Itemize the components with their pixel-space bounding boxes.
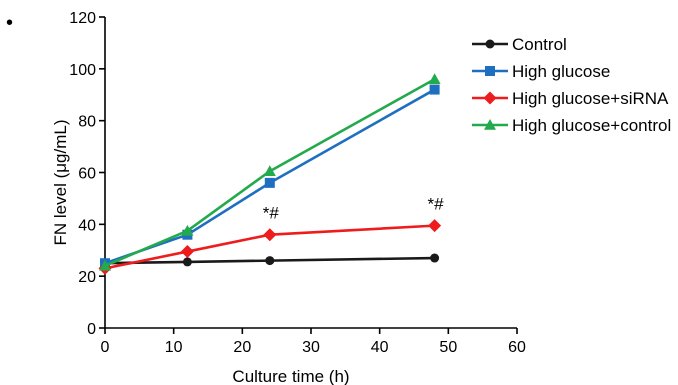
legend-item: High glucose: [472, 62, 610, 81]
series-control: [100, 253, 440, 268]
y-tick-label: 40: [78, 217, 96, 234]
legend-item: Control: [472, 35, 567, 54]
legend-label: Control: [512, 35, 567, 54]
legend-marker: [483, 91, 497, 105]
data-point-high-glucose-sirna: [428, 219, 442, 233]
axes: 0 20 40 60 80 100 120 0 10 20 30 40 50 60: [69, 10, 526, 356]
series-line-high-glucose-control: [104, 78, 436, 267]
x-tick-label: 30: [302, 339, 320, 356]
data-point-high-glucose: [429, 84, 440, 95]
x-axis-title: Culture time (h): [232, 367, 349, 385]
legend-marker: [485, 66, 495, 76]
data-point-control: [182, 257, 192, 267]
x-tick-label: 20: [233, 339, 251, 356]
data-point-high-glucose-sirna: [263, 228, 277, 242]
y-tick-label: 0: [87, 321, 96, 338]
legend-item: High glucose+control: [472, 116, 671, 135]
x-tick-label: 50: [439, 339, 457, 356]
x-tick-label: 60: [508, 339, 526, 356]
data-point-high-glucose-sirna: [180, 245, 194, 259]
series-layer: [98, 73, 442, 275]
data-point-high-glucose-control: [428, 73, 441, 84]
legend-marker: [485, 39, 495, 49]
data-point-control: [430, 253, 440, 263]
legend-label: High glucose+control: [512, 116, 671, 135]
significance-annotation: *#: [263, 204, 280, 223]
significance-annotation: *#: [428, 195, 445, 214]
data-point-high-glucose-control: [99, 259, 111, 271]
data-point-high-glucose-control: [263, 165, 276, 177]
legend-item: High glucose+siRNA: [472, 89, 669, 108]
legend-marker: [484, 119, 496, 130]
y-tick-label: 80: [78, 114, 96, 131]
data-point-high-glucose-control: [181, 224, 194, 236]
y-axis-title: FN level (μg/mL): [51, 120, 70, 246]
bullet-mark: •: [6, 12, 13, 34]
series-high-glucose-control: [99, 73, 441, 271]
series-line-control: [104, 256, 435, 265]
data-point-control: [265, 256, 275, 266]
y-tick-label: 60: [78, 166, 96, 183]
data-point-high-glucose: [264, 177, 275, 188]
x-tick-label: 0: [101, 339, 110, 356]
legend-label: High glucose: [512, 62, 610, 81]
annotations: *# *#: [263, 195, 444, 223]
x-tick-label: 10: [165, 339, 183, 356]
x-tick-label: 40: [371, 339, 389, 356]
legend: Control High glucose High glucose+siRNA Hig…: [472, 35, 671, 135]
y-tick-label: 120: [69, 10, 96, 27]
legend-label: High glucose+siRNA: [512, 89, 669, 108]
series-line-high-glucose-sirna: [104, 224, 435, 270]
y-tick-label: 20: [78, 269, 96, 286]
y-tick-label: 100: [69, 62, 96, 79]
